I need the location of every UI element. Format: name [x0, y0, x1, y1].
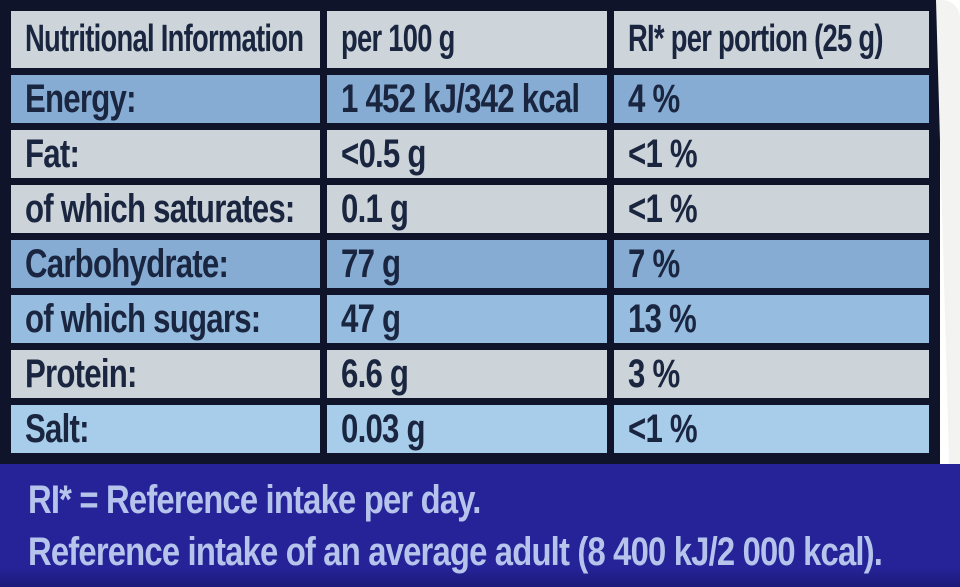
cell-text: <0.5 g — [341, 131, 426, 176]
cell-text: of which sugars: — [25, 296, 261, 341]
salt-per-100g-value: 0.03 g — [327, 405, 607, 453]
sugars-per-100g-value: 47 g — [327, 295, 607, 343]
cell-text: <1 % — [628, 186, 698, 231]
cell-text: <1 % — [628, 406, 698, 451]
cell-text: of which saturates: — [25, 186, 295, 231]
salt-ri-value: <1 % — [614, 405, 929, 453]
header-label: per 100 g — [341, 18, 455, 60]
cell-text: 0.03 g — [341, 406, 426, 451]
carbohydrate-label: Carbohydrate: — [11, 240, 320, 288]
footnote-text: Reference intake of an average adult (8 … — [28, 530, 883, 574]
carbohydrate-ri-value: 7 % — [614, 240, 929, 288]
sugars-ri-value: 13 % — [614, 295, 929, 343]
protein-label: Protein: — [11, 350, 320, 398]
energy-per-100g-value: 1 452 kJ/342 kcal — [327, 75, 607, 123]
header-label: Nutritional Information — [25, 18, 304, 60]
protein-ri-value: 3 % — [614, 350, 929, 398]
cell-text: Protein: — [25, 351, 137, 396]
cell-text: 47 g — [341, 296, 401, 341]
energy-ri-value: 4 % — [614, 75, 929, 123]
protein-per-100g-value: 6.6 g — [327, 350, 607, 398]
cell-text: Energy: — [25, 76, 136, 121]
sugars-label: of which sugars: — [11, 295, 320, 343]
cell-text: 6.6 g — [341, 351, 409, 396]
cell-text: Fat: — [25, 131, 80, 176]
saturates-ri-value: <1 % — [614, 185, 929, 233]
cell-text: 4 % — [628, 76, 680, 121]
cell-text: Salt: — [25, 406, 89, 451]
salt-label: Salt: — [11, 405, 320, 453]
fat-label: Fat: — [11, 130, 320, 178]
fat-ri-value: <1 % — [614, 130, 929, 178]
footnote-line-1: RI* = Reference intake per day. — [28, 474, 960, 526]
energy-label: Energy: — [11, 75, 320, 123]
header-label: RI* per portion (25 g) — [628, 18, 883, 60]
reference-intake-footnote: RI* = Reference intake per day. Referenc… — [0, 464, 960, 587]
header-cell-nutritional-information: Nutritional Information — [11, 11, 320, 68]
cell-text: <1 % — [628, 131, 698, 176]
cell-text: 7 % — [628, 241, 680, 286]
saturates-label: of which saturates: — [11, 185, 320, 233]
cell-text: 1 452 kJ/342 kcal — [341, 76, 580, 121]
fat-per-100g-value: <0.5 g — [327, 130, 607, 178]
cell-text: 0.1 g — [341, 186, 409, 231]
cell-text: Carbohydrate: — [25, 241, 229, 286]
carbohydrate-per-100g-value: 77 g — [327, 240, 607, 288]
cell-text: 13 % — [628, 296, 697, 341]
footnote-line-2: Reference intake of an average adult (8 … — [28, 526, 960, 578]
cell-text: 3 % — [628, 351, 680, 396]
header-cell-ri-per-portion: RI* per portion (25 g) — [614, 11, 929, 68]
footnote-text: RI* = Reference intake per day. — [28, 478, 481, 522]
header-cell-per-100g: per 100 g — [327, 11, 607, 68]
nutrition-table: Nutritional Information per 100 g RI* pe… — [0, 0, 940, 464]
saturates-per-100g-value: 0.1 g — [327, 185, 607, 233]
cell-text: 77 g — [341, 241, 401, 286]
